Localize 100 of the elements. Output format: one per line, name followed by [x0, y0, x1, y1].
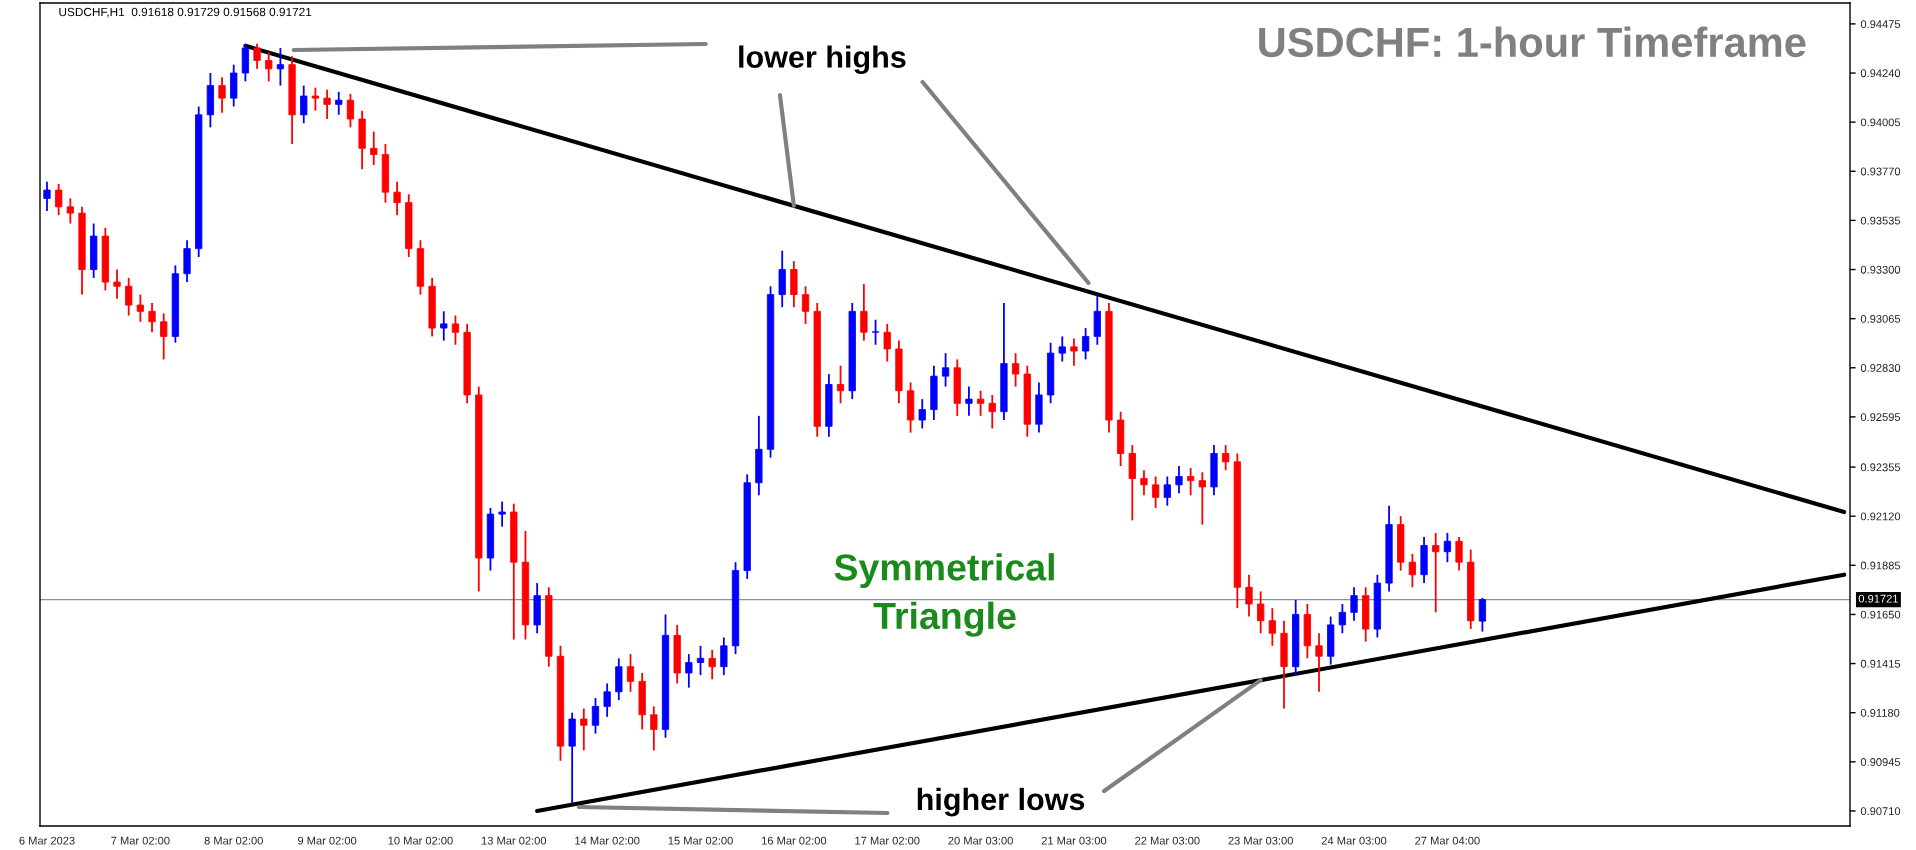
candlestick [136, 293, 144, 323]
candlestick [626, 653, 635, 693]
x-tick-label: 7 Mar 02:00 [111, 836, 170, 845]
y-tick-label: 0.94475 [1860, 20, 1901, 29]
candlestick [370, 130, 378, 166]
candlestick [125, 276, 133, 317]
candlestick [335, 90, 343, 116]
candlestick [1338, 603, 1346, 635]
candlestick [1245, 573, 1253, 618]
candlestick [1163, 475, 1171, 507]
candlestick [580, 707, 588, 752]
candlestick [988, 394, 996, 430]
x-tick-label: 8 Mar 02:00 [204, 836, 263, 845]
annotation: lower highs [739, 45, 906, 75]
candlestick [976, 389, 985, 417]
chart-title: USDCHF: 1-hour Timeframe [1259, 26, 1806, 58]
y-tick-label: 0.92355 [1860, 463, 1901, 472]
y-tick-label: 0.91415 [1860, 659, 1901, 668]
candlestick [918, 398, 926, 430]
candlestick [941, 352, 950, 388]
y-tick-label: 0.92120 [1860, 512, 1901, 521]
y-tick-label: 0.90710 [1860, 807, 1901, 816]
x-tick-label: 16 Mar 02:00 [761, 836, 827, 845]
candlestick [1478, 597, 1487, 633]
y-tick-label: 0.92830 [1860, 364, 1901, 372]
candlestick [871, 318, 880, 346]
y-tick-label: 0.93770 [1860, 167, 1901, 176]
candlestick [1070, 337, 1078, 367]
candlestick [160, 312, 168, 361]
candlestick [720, 636, 728, 676]
candlestick [276, 47, 285, 87]
candlestick [860, 283, 868, 342]
x-tick-label: 21 Mar 03:00 [1041, 836, 1107, 845]
x-tick-label: 10 Mar 02:00 [388, 836, 453, 845]
y-tick-label: 0.93300 [1860, 265, 1901, 274]
candlestick [883, 322, 891, 363]
y-tick-label: 0.91650 [1860, 610, 1901, 619]
x-tick-label: 14 Mar 02:00 [575, 836, 640, 845]
candlestick [311, 86, 320, 112]
candlestick [300, 84, 308, 125]
candlestick [650, 705, 658, 752]
y-tick-label: 0.93535 [1860, 216, 1901, 225]
candlestick [1198, 471, 1206, 526]
x-tick-label: 17 Mar 02:00 [855, 836, 920, 845]
candlestick [836, 364, 845, 405]
y-tick-label: 0.91180 [1860, 708, 1900, 717]
annotation: USDCHF,H1 0.91618 0.91729 0.91568 0.91721 [59, 7, 312, 18]
candlestick [1081, 327, 1090, 361]
y-tick-label: 0.93065 [1860, 314, 1901, 323]
candlestick [965, 385, 973, 417]
candlestick [55, 182, 63, 217]
x-tick-label: 27 Mar 04:00 [1415, 836, 1480, 845]
x-tick-label: 13 Mar 02:00 [481, 836, 547, 845]
candlestick [66, 197, 74, 225]
candlestick [1187, 467, 1195, 497]
x-tick-label: 15 Mar 02:00 [668, 836, 733, 845]
x-tick-label: 23 Mar 03:00 [1228, 836, 1293, 845]
x-tick-label: 6 Mar 2023 [19, 836, 75, 845]
y-tick-label: 0.91885 [1860, 561, 1901, 570]
candlestick [1140, 469, 1148, 497]
candlestick [1222, 444, 1230, 472]
annotation: higher lows [917, 787, 1085, 817]
candlestick [218, 76, 226, 114]
candlestick [1175, 465, 1183, 495]
x-tick-label: 20 Mar 03:00 [948, 836, 1013, 845]
x-tick-label: 9 Mar 02:00 [297, 836, 357, 845]
candlestick [1432, 532, 1440, 614]
candlestick [1011, 352, 1020, 388]
x-tick-label: 24 Mar 03:00 [1321, 836, 1387, 845]
y-tick-label: 0.90945 [1860, 758, 1901, 766]
candlestick [323, 88, 331, 120]
candlestick [253, 42, 261, 70]
ref-line-label: 0.91721 [1858, 594, 1898, 603]
x-tick-label: 22 Mar 03:00 [1135, 836, 1200, 845]
candlestick [451, 314, 460, 346]
candlestick [440, 310, 448, 342]
candlestick [346, 93, 355, 129]
candlestick [1408, 552, 1417, 589]
annotation: Symmetrical Triangle [834, 553, 1054, 637]
y-tick-label: 0.94005 [1860, 118, 1901, 127]
candlestick [113, 268, 121, 300]
candlestick [1315, 632, 1323, 693]
candlestick [1257, 590, 1265, 635]
candlestick [801, 285, 810, 325]
candlestick [148, 302, 156, 334]
candlestick [1058, 335, 1066, 363]
candlestick [1443, 532, 1452, 564]
candlestick [498, 500, 506, 528]
candlestick [1350, 586, 1358, 622]
candlestick [708, 649, 716, 681]
candlestick [265, 51, 273, 83]
candlestick [685, 653, 693, 689]
candlestick [393, 180, 401, 217]
candlestick [696, 644, 705, 676]
candlestick [43, 180, 51, 212]
y-tick-label: 0.92595 [1860, 413, 1901, 422]
candlestick [1268, 607, 1276, 647]
candlestick [1152, 475, 1160, 509]
candlestick [1455, 536, 1463, 572]
y-tick-label: 0.94240 [1860, 69, 1901, 78]
